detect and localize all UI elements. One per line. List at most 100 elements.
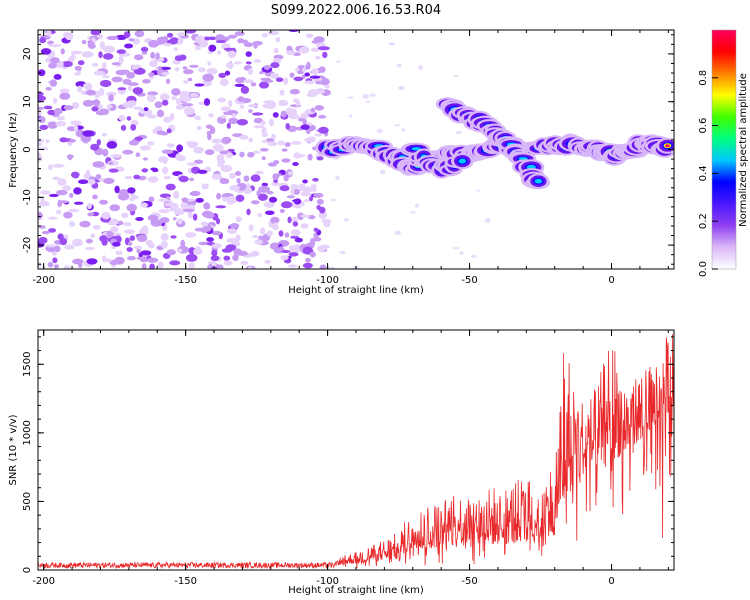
spectrogram-noise-cell — [110, 154, 123, 158]
spectrogram-noise-cell — [209, 126, 216, 134]
spectrogram-noise-cell — [190, 141, 199, 147]
spectrogram-noise-cell — [123, 222, 132, 227]
spectrogram-noise-cell — [126, 71, 136, 79]
spectrogram-noise-cell — [92, 194, 98, 200]
spectrogram-noise-cell — [314, 105, 324, 111]
spectrogram-noise-cell — [240, 260, 249, 265]
spectrogram-noise-cell — [215, 40, 227, 44]
spectrogram-noise-cell — [280, 110, 287, 118]
spectrogram-noise-cell — [194, 115, 201, 121]
spectrogram-noise-cell — [235, 194, 245, 202]
spectrogram-noise-cell — [126, 203, 137, 212]
spectrogram-noise-cell — [292, 230, 300, 237]
spectrogram-noise-cell — [68, 139, 76, 143]
spectrogram-noise-cell — [46, 30, 52, 37]
spectrogram-noise-cell — [98, 88, 105, 96]
spectrogram-noise-cell — [271, 133, 276, 140]
snr-x-tick-label: -150 — [174, 576, 197, 587]
spectrogram-noise-cell — [247, 266, 253, 269]
spectrogram-noise-cell — [128, 38, 135, 42]
spectrogram-noise-cell — [227, 34, 238, 39]
spectrogram-noise-cell — [173, 47, 178, 51]
spectrogram-noise-cell — [208, 44, 217, 52]
spectrogram-noise-cell — [53, 108, 63, 115]
spectrogram-noise-cell — [38, 106, 45, 110]
spectrogram-noise-cell — [313, 227, 319, 232]
spectrogram-noise-cell — [294, 237, 303, 243]
spectrogram-noise-cell — [336, 60, 341, 63]
spectrogram-noise-cell — [185, 253, 198, 262]
spectrogram-noise-cell — [318, 46, 330, 51]
spectrogram-noise-cell — [99, 41, 106, 50]
spectrogram-noise-cell — [170, 235, 177, 239]
spectrogram-noise-cell — [195, 35, 205, 44]
spectrogram-trace-core — [411, 147, 422, 151]
spectrogram-noise-cell — [223, 255, 231, 261]
spectrogram-noise-cell — [183, 69, 194, 75]
spectrogram-noise-cell — [56, 115, 65, 121]
spectrogram-noise-cell — [172, 217, 177, 221]
spectrogram-noise-cell — [64, 32, 74, 41]
spectrogram-noise-cell — [240, 104, 245, 109]
spectrogram-noise-cell — [45, 244, 56, 248]
spectrogram-noise-cell — [273, 247, 280, 252]
spectrogram-noise-cell — [241, 98, 252, 103]
spectrogram-noise-cell — [349, 114, 353, 118]
colorbar-gradient — [712, 30, 736, 269]
spectrogram-noise-cell — [261, 132, 269, 138]
spectrogram-noise-cell — [286, 107, 294, 114]
spectrogram-trace-core — [534, 178, 543, 184]
spectrogram-noise-cell — [453, 74, 459, 77]
spectrogram-noise-cell — [162, 166, 169, 175]
spectrogram-noise-cell — [38, 211, 43, 220]
spectrogram-noise-cell — [108, 94, 114, 102]
spectrogram-x-axis-label: Height of straight line (km) — [288, 285, 424, 296]
spectrogram-noise-cell — [290, 235, 300, 239]
spectrogram-noise-cell — [280, 255, 289, 261]
spectrogram-noise-cell — [141, 51, 148, 55]
spectrogram-noise-cell — [131, 65, 140, 70]
spectrogram-y-tick-label: 20 — [22, 48, 33, 61]
spectrogram-noise-cell — [203, 202, 211, 210]
spectrogram-noise-cell — [231, 113, 237, 118]
spectrogram-noise-cell — [285, 123, 291, 130]
spectrogram-noise-cell — [288, 252, 299, 257]
spectrogram-noise-cell — [124, 43, 134, 49]
spectrogram-noise-cell — [181, 197, 189, 203]
spectrogram-noise-cell — [289, 245, 294, 253]
spectrogram-noise-cell — [159, 217, 170, 224]
spectrogram-noise-cell — [279, 185, 290, 192]
spectrogram-noise-cell — [476, 189, 480, 192]
snr-axes: -200 -150 -100 -50 0 0 500 1000 1500 — [22, 330, 674, 587]
spectrogram-noise-cell — [49, 79, 58, 87]
spectrogram-noise-cell — [198, 67, 206, 73]
spectrogram-x-tick-label: -150 — [174, 275, 197, 286]
spectrogram-noise-cell — [304, 80, 315, 85]
snr-y-tick-label: 500 — [22, 492, 33, 511]
spectrogram-noise-cell — [158, 198, 169, 202]
spectrogram-noise-cell — [146, 257, 159, 263]
snr-x-tick-label: -200 — [32, 576, 55, 587]
spectrogram-noise-cell — [255, 170, 264, 175]
spectrogram-noise-cell — [182, 66, 188, 70]
spectrogram-noise-cell — [263, 201, 275, 209]
spectrogram-noise-cell — [316, 198, 324, 205]
spectrogram-noise-cell — [300, 223, 309, 229]
spectrogram-noise-cell — [189, 92, 199, 98]
spectrogram-y-axis-label: Frequency (Hz) — [8, 112, 19, 188]
spectrogram-noise-cell — [301, 74, 306, 79]
spectrogram-noise-cell — [293, 198, 302, 205]
spectrogram-noise-cell — [115, 250, 123, 255]
spectrogram-noise-cell — [39, 37, 47, 44]
spectrogram-noise-cell — [323, 221, 331, 228]
spectrogram-noise-cell — [294, 154, 306, 158]
spectrogram-noise-cell — [362, 94, 369, 99]
spectrogram-noise-cell — [177, 218, 183, 225]
spectrogram-noise-cell — [85, 89, 97, 96]
spectrogram-noise-cell — [290, 184, 300, 190]
spectrogram-noise-cell — [258, 185, 270, 193]
spectrogram-noise-cell — [103, 177, 115, 184]
spectrogram-noise-cell — [220, 165, 233, 172]
spectrogram-noise-cell — [98, 51, 103, 59]
spectrogram-noise-cell — [217, 158, 225, 166]
